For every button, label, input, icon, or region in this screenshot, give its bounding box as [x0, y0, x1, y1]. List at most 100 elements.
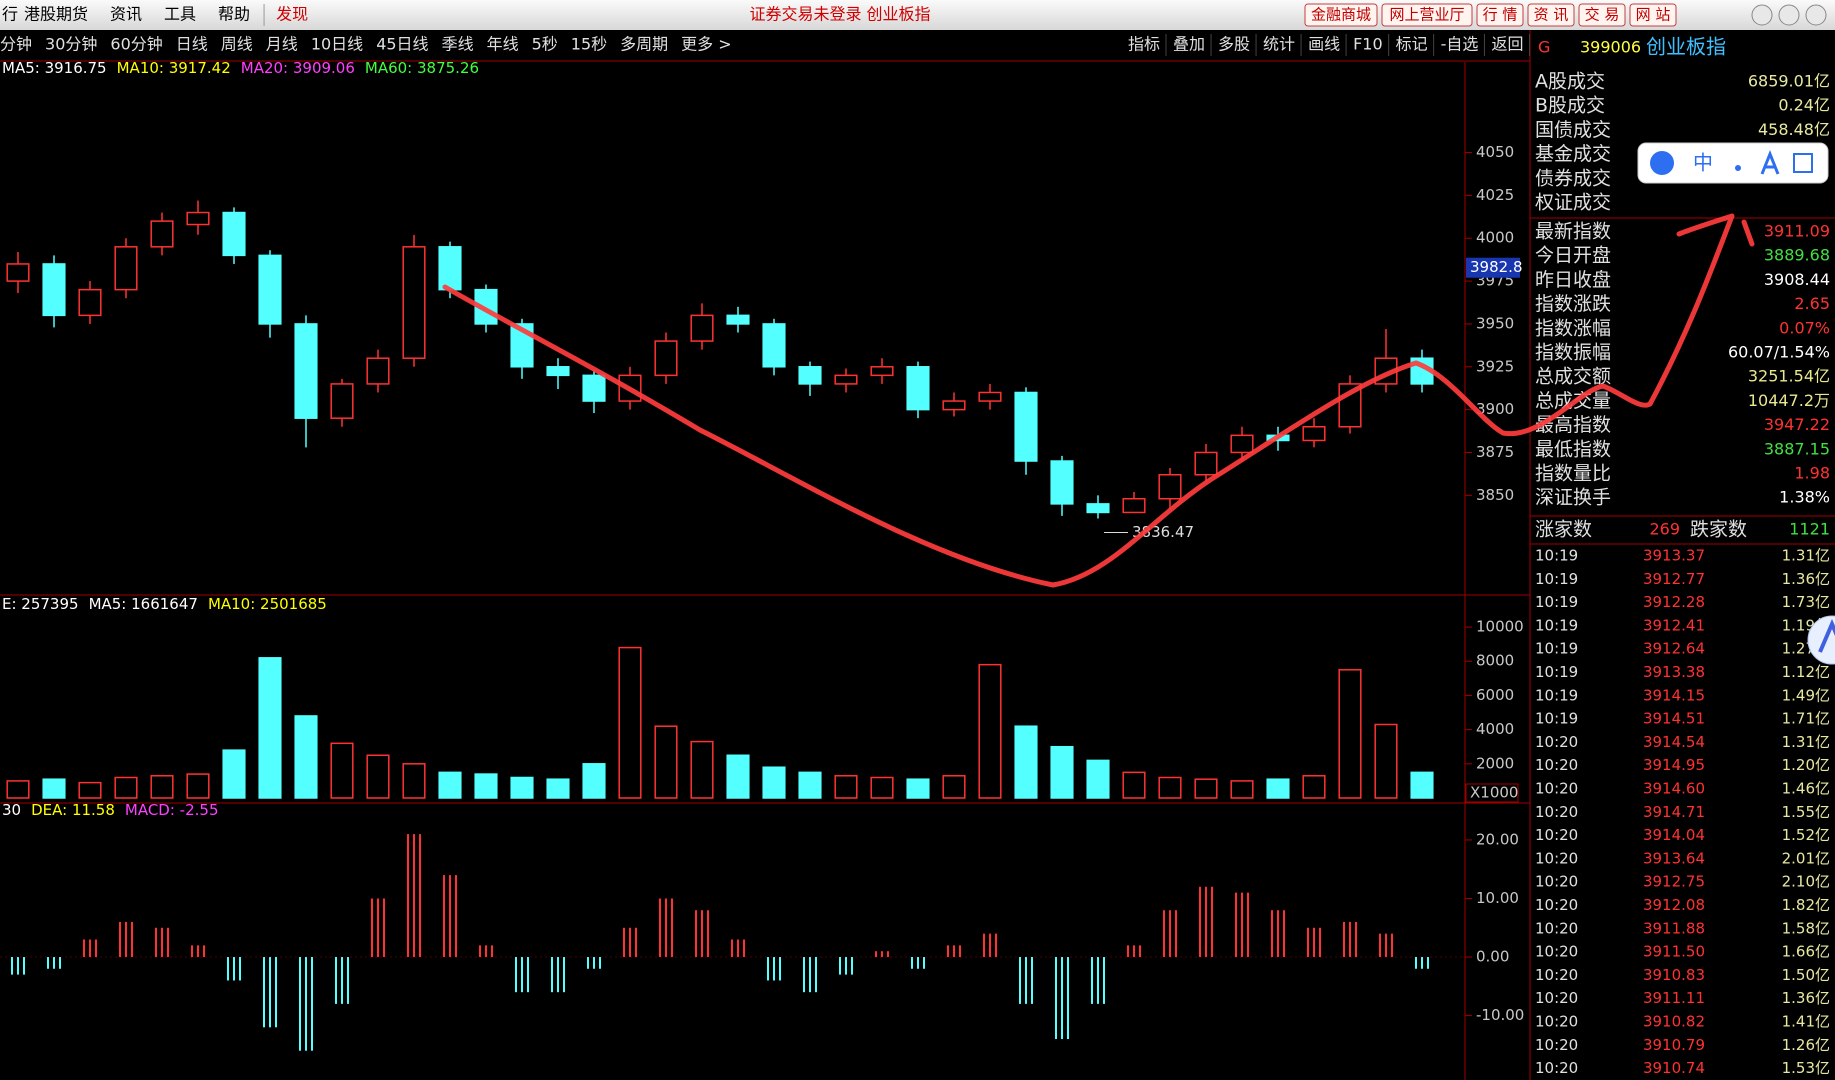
- tick-time: 10:20: [1535, 896, 1578, 914]
- ime-punct[interactable]: [1735, 165, 1741, 171]
- volume-bar: [1194, 778, 1218, 799]
- period-tab[interactable]: 分钟: [0, 35, 32, 54]
- tool-button[interactable]: 多股: [1218, 35, 1250, 54]
- menu-item[interactable]: 港股期货: [24, 5, 88, 24]
- ime-logo[interactable]: [1650, 151, 1674, 175]
- period-tab[interactable]: 45日线: [376, 35, 428, 54]
- period-tab[interactable]: 30分钟: [45, 35, 97, 54]
- period-tab[interactable]: 月线: [266, 35, 298, 54]
- menu-button-label[interactable]: 行 情: [1483, 6, 1518, 24]
- period-tab[interactable]: 60分钟: [110, 35, 162, 54]
- summary-value: 6859.01亿: [1748, 72, 1830, 91]
- menu-discover[interactable]: 发现: [276, 5, 308, 24]
- period-tab[interactable]: 周线: [221, 35, 253, 54]
- period-tab[interactable]: 年线: [487, 35, 519, 54]
- volume-bar: [546, 778, 570, 799]
- assistant-icon[interactable]: [1818, 618, 1835, 653]
- y-tick-label: -10.00: [1476, 1006, 1524, 1024]
- tick-amount: 1.82亿: [1782, 896, 1830, 914]
- tool-button[interactable]: -自选: [1441, 35, 1479, 54]
- index-label: 最高指数: [1535, 414, 1611, 436]
- y-tick-label: 4000: [1476, 229, 1514, 247]
- index-label: 指数涨跌: [1535, 293, 1611, 315]
- period-tab[interactable]: 季线: [442, 35, 474, 54]
- menu-button[interactable]: [1476, 3, 1524, 27]
- y-tick-label: 3875: [1476, 443, 1514, 461]
- ime-mode[interactable]: 中: [1693, 151, 1713, 175]
- menu-item[interactable]: 帮助: [218, 5, 250, 24]
- tick-price: 3914.15: [1643, 686, 1705, 704]
- period-tab[interactable]: 10日线: [311, 35, 363, 54]
- index-label: 指数涨幅: [1535, 317, 1611, 339]
- volume-bar: [330, 742, 354, 799]
- menu-button[interactable]: [1527, 3, 1575, 27]
- volume-bar: [1302, 775, 1326, 799]
- tick-time: 10:20: [1535, 919, 1578, 937]
- index-label: 最新指数: [1535, 221, 1611, 243]
- period-tab[interactable]: 多周期: [620, 35, 668, 54]
- menu-item[interactable]: 行: [2, 5, 18, 24]
- y-tick-label: 2000: [1476, 754, 1514, 772]
- menu-button[interactable]: [1304, 3, 1378, 27]
- menu-item[interactable]: 工具: [164, 5, 196, 24]
- menu-button[interactable]: [1578, 3, 1626, 27]
- tick-time: 10:20: [1535, 756, 1578, 774]
- y-tick-label: 8000: [1476, 652, 1514, 670]
- menu-item[interactable]: 资讯: [110, 5, 142, 24]
- indicator-header: MA5: 3916.75 MA10: 3917.42 MA20: 3909.06 MA…: [2, 59, 479, 77]
- tick-amount: 1.58亿: [1782, 919, 1830, 937]
- menu-button[interactable]: [1381, 3, 1473, 27]
- candle-body: [186, 211, 210, 226]
- tick-amount: 1.49亿: [1782, 686, 1830, 704]
- tick-price: 3912.41: [1643, 616, 1705, 634]
- menu-button-label[interactable]: 交 易: [1585, 6, 1620, 24]
- menu-button-label[interactable]: 网 站: [1636, 6, 1671, 24]
- window-control[interactable]: [1778, 4, 1800, 26]
- volume-bar: [78, 781, 102, 799]
- menu-button-label[interactable]: 金融商城: [1311, 6, 1371, 24]
- tick-price: 3912.77: [1643, 570, 1705, 588]
- indicator-value: MACD: -2.55: [125, 801, 219, 819]
- tick-amount: 1.52亿: [1782, 826, 1830, 844]
- tick-time: 10:20: [1535, 989, 1578, 1007]
- tick-time: 10:20: [1535, 849, 1578, 867]
- tool-button[interactable]: 返回: [1491, 35, 1523, 54]
- tool-button[interactable]: F10: [1353, 35, 1383, 54]
- period-tab[interactable]: 5秒: [532, 35, 558, 54]
- tick-time: 10:19: [1535, 547, 1578, 565]
- indicator-value: E: 257395: [2, 595, 79, 613]
- window-control[interactable]: [1805, 4, 1827, 26]
- ime-grid[interactable]: [1793, 153, 1813, 173]
- tick-amount: 1.41亿: [1782, 1013, 1830, 1031]
- period-tab[interactable]: 15秒: [571, 35, 607, 54]
- volume-bar: [1338, 669, 1362, 799]
- tool-button[interactable]: 指标: [1128, 35, 1160, 54]
- menu-button[interactable]: [1629, 3, 1677, 27]
- tool-button[interactable]: 叠加: [1173, 35, 1205, 54]
- menu-button-label[interactable]: 网上营业厅: [1389, 6, 1464, 24]
- ime-icon[interactable]: [1760, 149, 1780, 175]
- candle-body: [1158, 473, 1182, 500]
- menu-button-label[interactable]: 资 讯: [1534, 6, 1569, 24]
- indicator-value: 30: [2, 801, 21, 819]
- tool-button[interactable]: 画线: [1308, 35, 1340, 54]
- menu-title: 证券交易未登录 创业板指: [749, 5, 930, 24]
- tool-button[interactable]: 标记: [1396, 35, 1428, 54]
- tick-amount: 1.55亿: [1782, 803, 1830, 821]
- window-control[interactable]: [1751, 4, 1773, 26]
- period-tab[interactable]: 更多 >: [681, 35, 732, 54]
- tick-time: 10:19: [1535, 593, 1578, 611]
- indicator-value: MA5: 3916.75: [2, 59, 107, 77]
- volume-bar: [690, 740, 714, 799]
- volume-bar: [294, 715, 318, 799]
- candle-body: [834, 374, 858, 385]
- period-tab[interactable]: 日线: [176, 35, 208, 54]
- tick-price: 3911.88: [1643, 919, 1705, 937]
- tool-button[interactable]: 统计: [1263, 35, 1295, 54]
- summary-label: B股成交: [1535, 95, 1605, 117]
- candle-body: [150, 220, 174, 248]
- tick-amount: 1.31亿: [1782, 547, 1830, 565]
- decliners: 1121: [1789, 520, 1830, 539]
- ime-toolbar[interactable]: [1637, 142, 1829, 184]
- tick-price: 3912.64: [1643, 640, 1705, 658]
